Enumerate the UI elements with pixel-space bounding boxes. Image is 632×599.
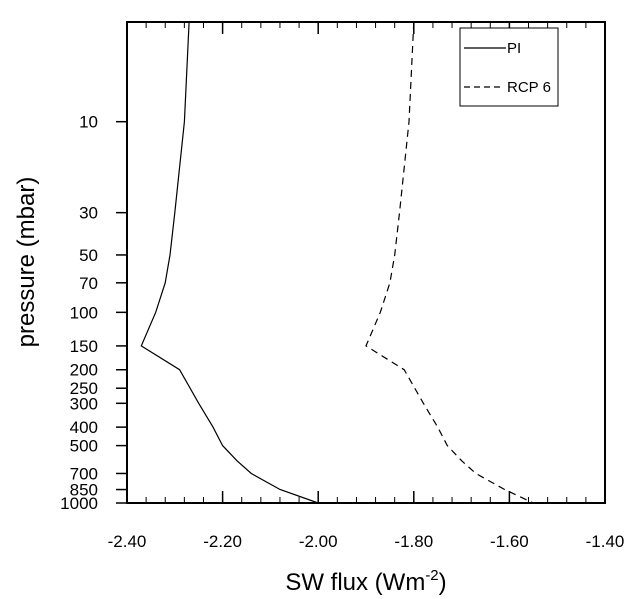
y-axis-title: pressure (mbar) bbox=[13, 177, 40, 348]
legend-box bbox=[459, 27, 559, 107]
y-tick-label: 850 bbox=[70, 481, 98, 500]
y-tick-label: 70 bbox=[79, 274, 98, 293]
y-tick-label: 100 bbox=[70, 303, 98, 322]
x-axis-title: SW flux (Wm-2) bbox=[285, 567, 446, 596]
y-tick-label: 30 bbox=[79, 204, 98, 223]
series-line-1 bbox=[140, 21, 319, 504]
plot-area bbox=[140, 21, 534, 504]
x-tick-label: -1.60 bbox=[490, 532, 529, 551]
series-line-2 bbox=[365, 21, 534, 504]
plot-frame bbox=[126, 21, 606, 504]
y-tick-label: 250 bbox=[70, 379, 98, 398]
y-tick-label: 150 bbox=[70, 337, 98, 356]
x-axis: -2.40 -2.20 -2.00 -1.80 -1.60 -1.40 bbox=[108, 22, 625, 551]
y-tick-label: 1000 bbox=[60, 494, 98, 513]
y-tick-label: 10 bbox=[79, 113, 98, 132]
y-tick-label: 400 bbox=[70, 418, 98, 437]
y-tick-label: 200 bbox=[70, 361, 98, 380]
y-tick-label: 300 bbox=[70, 394, 98, 413]
y-tick-label: 500 bbox=[70, 437, 98, 456]
y-tick-label: 50 bbox=[79, 246, 98, 265]
legend-label-pi: PI bbox=[507, 40, 521, 57]
x-tick-label: -1.40 bbox=[586, 532, 625, 551]
legend: PI RCP 6 bbox=[459, 27, 559, 107]
x-tick-label: -2.00 bbox=[299, 532, 338, 551]
x-tick-label: -2.40 bbox=[108, 532, 147, 551]
legend-label-rcp6: RCP 6 bbox=[507, 79, 551, 96]
x-tick-label: -1.80 bbox=[394, 532, 433, 551]
y-tick-label: 700 bbox=[70, 464, 98, 483]
x-tick-label: -2.20 bbox=[203, 532, 242, 551]
